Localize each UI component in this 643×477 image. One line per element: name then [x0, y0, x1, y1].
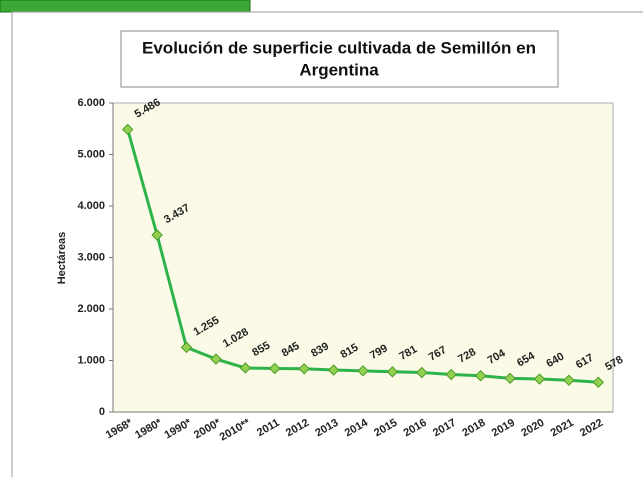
frame	[11, 11, 643, 477]
y-tick-label: 2.000	[77, 303, 105, 315]
y-axis-label: Hectáreas	[56, 232, 68, 285]
marker	[269, 362, 281, 375]
marker	[151, 229, 163, 241]
marker	[327, 364, 340, 376]
x-tick-label: 1990*	[163, 416, 195, 441]
x-tick-label: 2014	[343, 416, 371, 439]
x-tick-label: 1980*	[133, 416, 165, 441]
marker	[210, 353, 222, 365]
chart-title: Evolución de superficie cultivada de Sem…	[142, 38, 536, 57]
title-box	[120, 30, 559, 88]
y-tick-label: 5.000	[77, 148, 105, 160]
x-tick-label: 2017	[431, 417, 458, 440]
x-tick-label: 2016	[402, 417, 429, 440]
marker	[592, 376, 605, 388]
y-tick-label: 3.000	[77, 251, 105, 263]
marker	[239, 362, 252, 374]
chart-title: Argentina	[299, 60, 379, 79]
marker	[445, 368, 457, 381]
x-tick-label: 2022	[578, 417, 605, 440]
x-tick-label: 2018	[460, 417, 487, 440]
marker	[474, 370, 487, 382]
x-tick-label: 2019	[490, 417, 517, 440]
marker	[386, 366, 399, 378]
marker	[563, 374, 575, 386]
y-tick-label: 4.000	[77, 200, 105, 212]
marker	[298, 363, 310, 375]
marker	[533, 373, 546, 385]
x-tick-label: 2021	[549, 417, 576, 440]
x-tick-label: 2013	[313, 417, 340, 440]
x-tick-label: 1968*	[104, 416, 136, 441]
x-tick-label: 2020	[519, 417, 546, 440]
x-tick-label: 2015	[372, 417, 399, 440]
x-tick-label: 2012	[284, 417, 311, 440]
x-tick-label: 2011	[255, 417, 282, 439]
marker	[180, 341, 193, 354]
marker	[357, 365, 369, 377]
marker	[416, 366, 428, 379]
y-tick-label: 0	[99, 406, 105, 418]
header-bar	[0, 0, 251, 13]
marker	[121, 123, 134, 136]
marker	[504, 372, 516, 385]
plot-area	[112, 102, 614, 413]
x-tick-label: 2010**	[218, 416, 253, 443]
y-tick-label: 1.000	[77, 354, 105, 366]
y-tick-label: 6.000	[77, 97, 105, 109]
x-tick-label: 2000*	[192, 416, 224, 441]
